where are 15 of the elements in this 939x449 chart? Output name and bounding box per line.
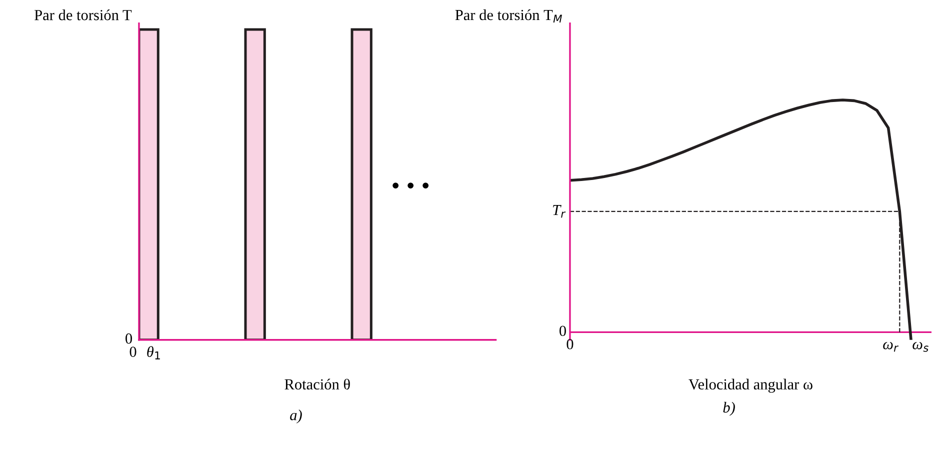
- x-axis-title: Rotación θ: [284, 378, 350, 390]
- text: a): [290, 410, 302, 424]
- annotation: • • •: [392, 182, 429, 189]
- x-axis-title: Velocidad angular ω: [688, 378, 812, 393]
- text: 0: [560, 326, 566, 336]
- y-axis-title: Par de torsión T$_{M}$: [455, 9, 562, 23]
- text: ω$_{s}$: [912, 342, 928, 352]
- text: b): [723, 402, 735, 416]
- annotation: 0: [566, 339, 574, 350]
- text: θ$_{1}$: [147, 346, 160, 360]
- y-axis-title: Par de torsión T: [34, 9, 132, 20]
- ref-line-label: T$_{r}$: [553, 205, 566, 218]
- text: ω$_{r}$: [883, 342, 899, 352]
- text: 0: [126, 333, 132, 344]
- text: 0: [130, 346, 136, 357]
